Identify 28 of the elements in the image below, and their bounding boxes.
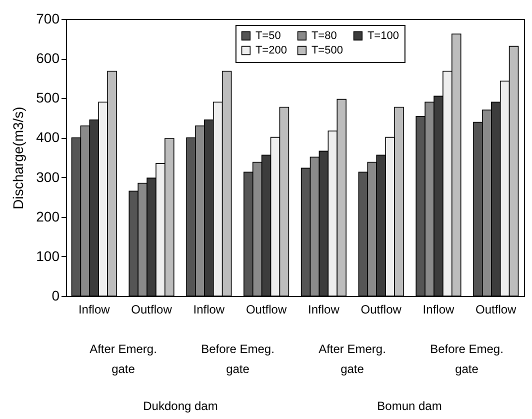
x-tick-label: Outflow [360,302,402,316]
text: Dukdong dam [143,399,218,413]
text: After Emerg. gate [318,342,386,376]
y-axis-title: Discharge(m3/s) [10,106,26,210]
x-tick-label: Outflow [131,302,172,316]
legend-label: T=100 [367,30,399,42]
x-tick-label: Outflow [476,302,517,316]
legend-label: T=200 [255,44,287,56]
text: After Emerg. gate [90,342,157,376]
y-tick-label: 400 [36,129,60,146]
x-tick-label: Outflow [246,302,287,316]
x-tick-label: Inflow [308,302,340,316]
text: Before Emeg. gate [430,342,504,376]
legend-label: T=50 [255,30,281,42]
y-tick-label: 0 [52,288,60,304]
legend-label: T=500 [311,44,343,56]
y-tick-label: 700 [36,10,60,26]
x-tick-label: Inflow [78,302,110,316]
y-tick-label: 100 [36,248,60,264]
y-tick-label: 300 [36,168,60,185]
text: Before Emeg. gate [201,342,274,376]
text: Bomun dam [377,399,442,413]
x-tick-label: Inflow [422,302,454,316]
x-tick-label: Inflow [193,302,225,316]
y-tick-label: 200 [36,208,60,224]
legend-label: T=80 [311,30,337,42]
y-tick-label: 600 [36,50,60,66]
y-tick-label: 500 [36,90,60,106]
